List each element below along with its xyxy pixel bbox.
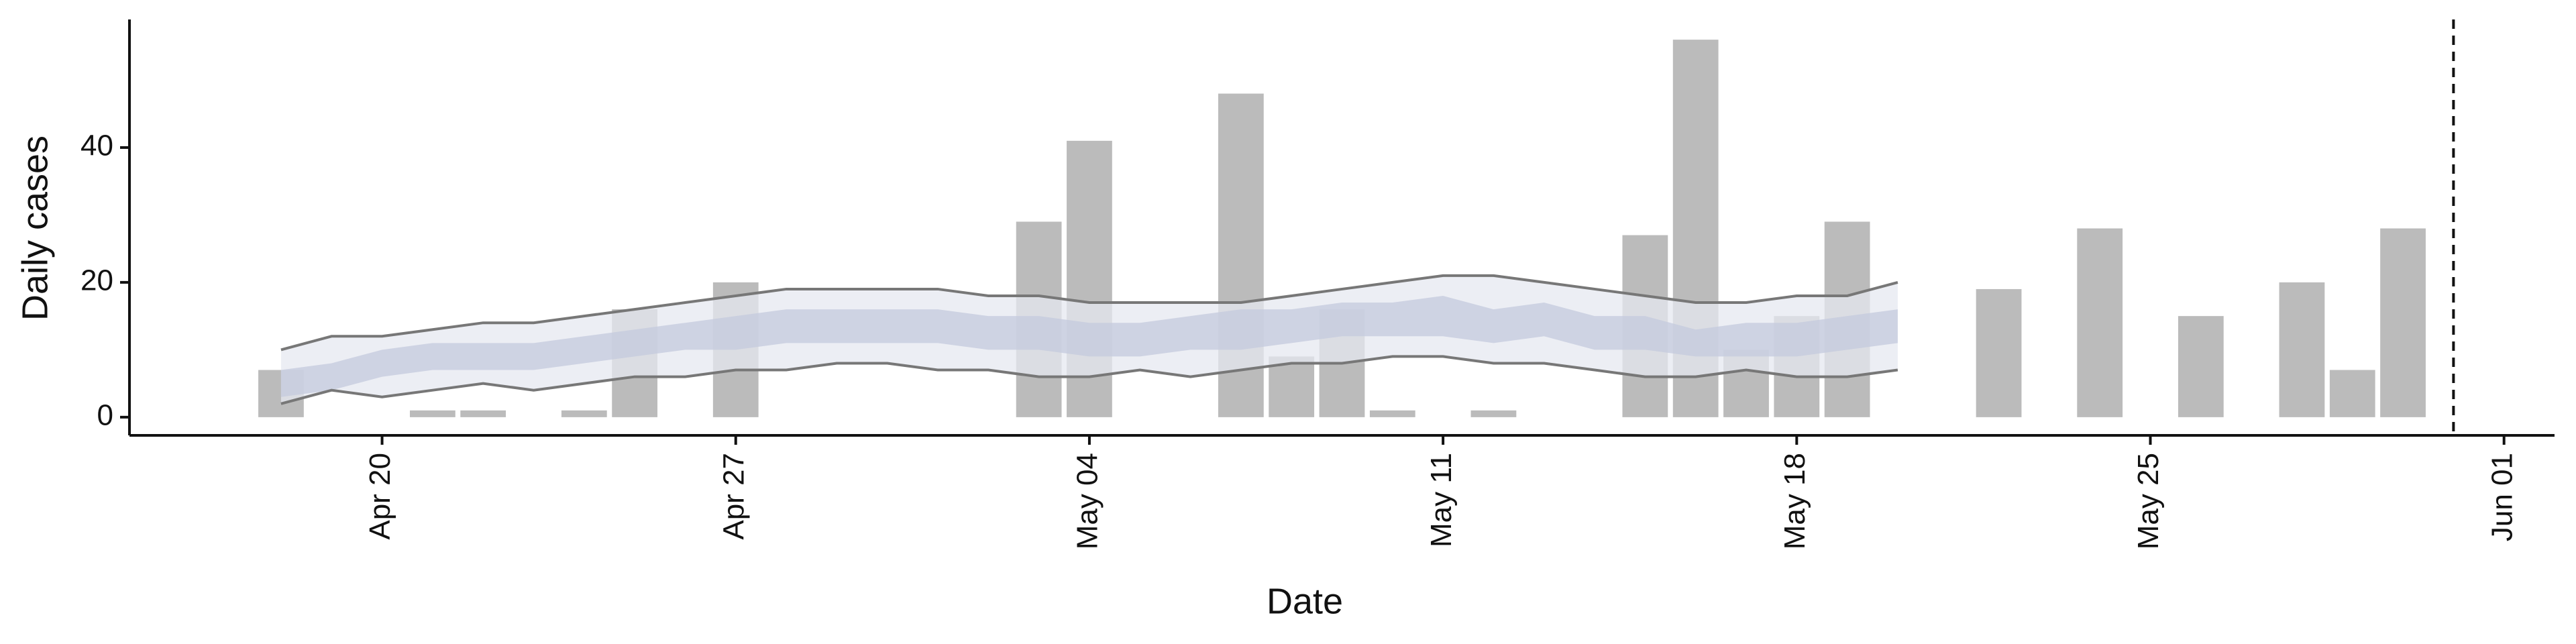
- y-axis-label: Daily cases: [15, 136, 55, 321]
- x-tick-label: Apr 27: [717, 453, 750, 540]
- bar: [2077, 228, 2123, 417]
- bar: [561, 410, 607, 417]
- x-tick-label: Apr 20: [364, 453, 396, 540]
- interval-line: [280, 274, 1898, 352]
- y-tick-label: 0: [97, 398, 113, 431]
- bar: [2279, 282, 2325, 417]
- interval-line: [280, 355, 1898, 405]
- bar: [409, 410, 455, 417]
- y-tick-label: 40: [80, 129, 113, 162]
- y-tick-label: 20: [80, 264, 113, 297]
- x-tick-label: May 18: [1778, 453, 1811, 549]
- bar: [1369, 410, 1415, 417]
- x-tick-label: May 25: [2132, 453, 2165, 549]
- x-tick-label: May 11: [1425, 453, 1458, 547]
- interval-50: [280, 295, 1898, 397]
- x-tick-label: Jun 01: [2485, 453, 2518, 541]
- bar: [2329, 370, 2375, 417]
- x-axis-label: Date: [1267, 581, 1343, 621]
- bar: [460, 410, 506, 417]
- bar: [2178, 316, 2224, 417]
- bar: [2380, 228, 2426, 417]
- bar: [1470, 410, 1517, 417]
- x-tick-label: May 04: [1071, 453, 1104, 549]
- bar: [1976, 288, 2022, 417]
